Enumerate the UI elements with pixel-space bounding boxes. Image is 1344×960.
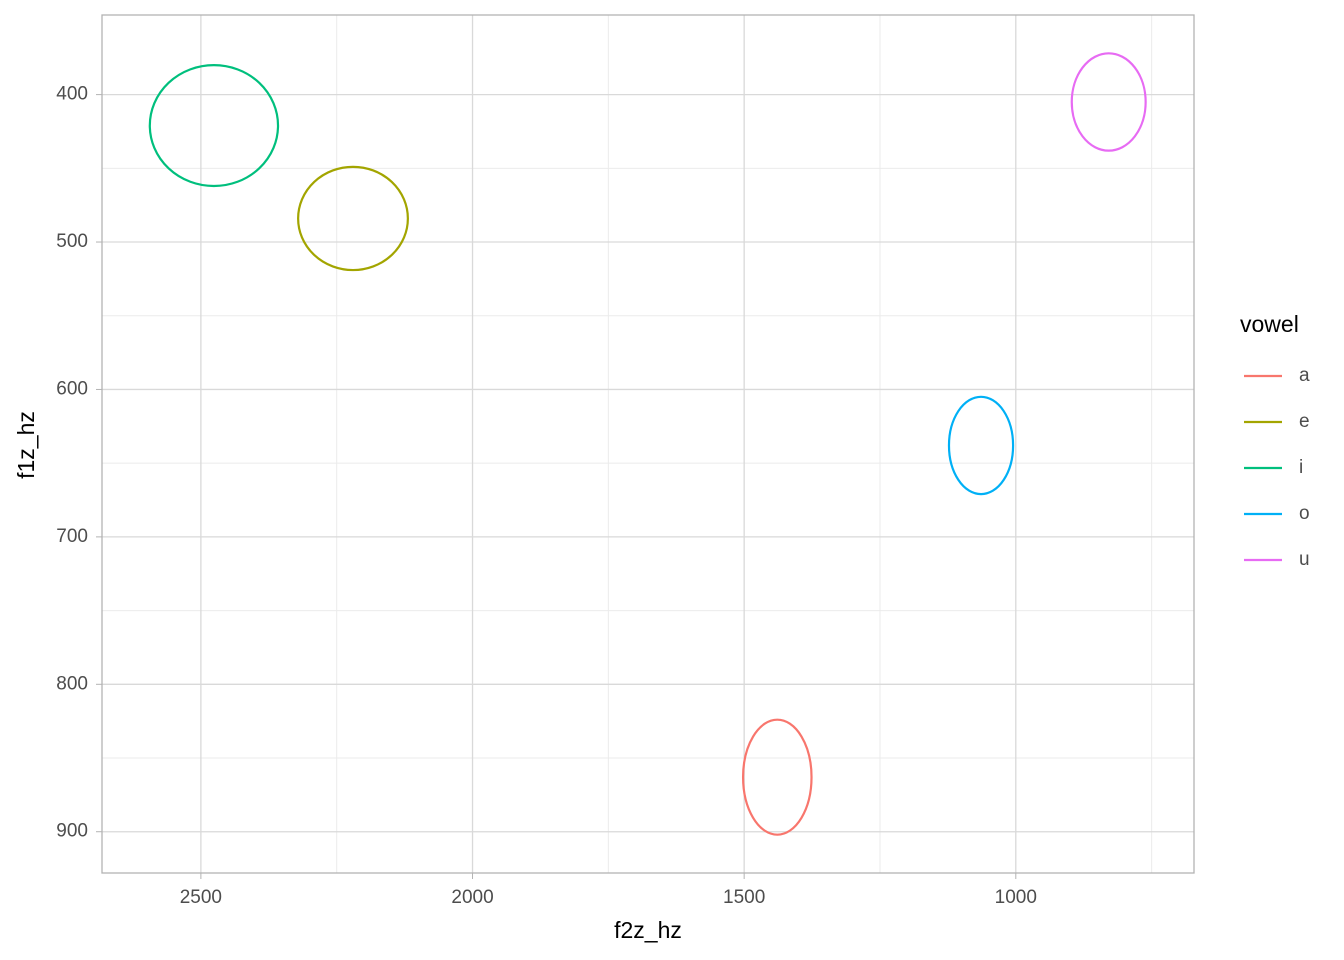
legend-label: o bbox=[1299, 503, 1310, 524]
x-tick-label: 1500 bbox=[723, 887, 765, 908]
ellipse bbox=[1070, 52, 1147, 152]
legend-label: u bbox=[1299, 549, 1310, 570]
ellipse bbox=[297, 165, 409, 272]
panel-border bbox=[101, 14, 1195, 874]
y-tick-label: 900 bbox=[56, 821, 88, 842]
y-axis-label: f1z_hz bbox=[13, 411, 39, 479]
ellipse bbox=[741, 718, 813, 836]
y-tick-label: 400 bbox=[56, 84, 88, 105]
x-axis-label: f2z_hz bbox=[614, 917, 682, 943]
x-tick-label: 2000 bbox=[451, 887, 493, 908]
legend-label: e bbox=[1299, 411, 1310, 432]
ellipse bbox=[947, 395, 1015, 496]
legend-label: a bbox=[1299, 365, 1310, 386]
x-tick-label: 2500 bbox=[180, 887, 222, 908]
x-tick-label: 1000 bbox=[995, 887, 1037, 908]
ellipse bbox=[148, 64, 280, 188]
legend-title: vowel bbox=[1240, 311, 1299, 337]
legend-label: i bbox=[1299, 457, 1303, 478]
y-tick-label: 700 bbox=[56, 526, 88, 547]
y-tick-label: 800 bbox=[56, 673, 88, 694]
y-tick-label: 500 bbox=[56, 231, 88, 252]
y-tick-label: 600 bbox=[56, 378, 88, 399]
